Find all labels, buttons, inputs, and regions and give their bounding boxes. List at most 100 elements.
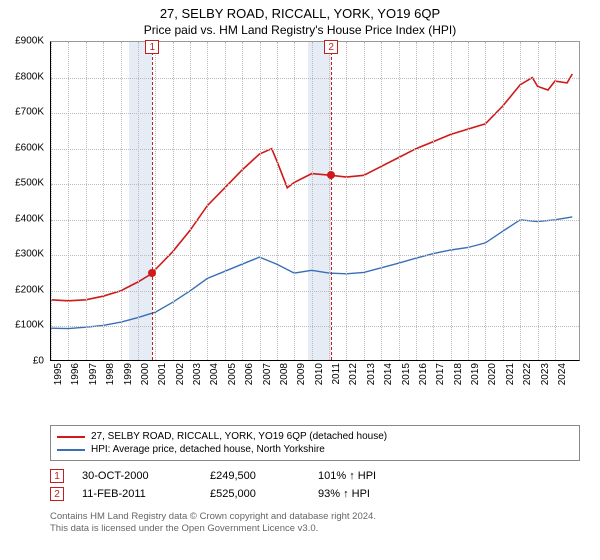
gridline-h <box>51 149 579 150</box>
gridline-h <box>51 255 579 256</box>
x-tick-label: 2024 <box>557 363 568 385</box>
gridline-v <box>503 42 504 360</box>
gridline-v <box>433 42 434 360</box>
gridline-h <box>51 184 579 185</box>
legend-label: 27, SELBY ROAD, RICCALL, YORK, YO19 6QP … <box>91 431 387 442</box>
footnote: Contains HM Land Registry data © Crown c… <box>50 511 580 535</box>
legend-label: HPI: Average price, detached house, Nort… <box>91 444 325 455</box>
x-tick-label: 2013 <box>366 363 377 385</box>
sale-dashed-line <box>152 42 153 360</box>
gridline-v <box>416 42 417 360</box>
x-tick-label: 2010 <box>314 363 325 385</box>
x-tick-label: 2003 <box>192 363 203 385</box>
gridline-v <box>399 42 400 360</box>
x-tick-label: 2017 <box>435 363 446 385</box>
gridline-v <box>485 42 486 360</box>
x-tick-label: 2015 <box>401 363 412 385</box>
gridline-v <box>277 42 278 360</box>
gridline-v <box>312 42 313 360</box>
gridline-h <box>51 78 579 79</box>
x-tick-label: 2002 <box>175 363 186 385</box>
gridline-v <box>555 42 556 360</box>
chart-area: 12 £0£100K£200K£300K£400K£500K£600K£700K… <box>50 41 580 391</box>
x-tick-label: 1997 <box>88 363 99 385</box>
sale-price: £249,500 <box>210 470 300 482</box>
gridline-v <box>329 42 330 360</box>
x-tick-label: 2022 <box>522 363 533 385</box>
sales-table-row: 1 30-OCT-2000 £249,500 101% ↑ HPI <box>50 467 580 485</box>
x-tick-label: 2009 <box>296 363 307 385</box>
x-tick-label: 1999 <box>123 363 134 385</box>
gridline-v <box>173 42 174 360</box>
plot-area: 12 <box>50 41 580 361</box>
page-title: 27, SELBY ROAD, RICCALL, YORK, YO19 6QP <box>0 0 600 21</box>
x-tick-label: 2001 <box>157 363 168 385</box>
sale-date: 30-OCT-2000 <box>82 470 192 482</box>
page-subtitle: Price paid vs. HM Land Registry's House … <box>0 21 600 41</box>
y-tick-label: £700K <box>15 107 44 118</box>
gridline-v <box>207 42 208 360</box>
gridline-v <box>103 42 104 360</box>
sale-index-box: 2 <box>50 487 64 501</box>
gridline-v <box>468 42 469 360</box>
y-tick-label: £800K <box>15 71 44 82</box>
x-tick-label: 2004 <box>209 363 220 385</box>
x-tick-label: 2014 <box>383 363 394 385</box>
footnote-line-2: This data is licensed under the Open Gov… <box>50 523 580 535</box>
sale-price: £525,000 <box>210 488 300 500</box>
gridline-h <box>51 291 579 292</box>
sale-marker: 2 <box>324 40 338 54</box>
gridline-v <box>86 42 87 360</box>
sale-hpi: 93% ↑ HPI <box>318 488 418 500</box>
sale-dot <box>148 269 156 277</box>
footnote-line-1: Contains HM Land Registry data © Crown c… <box>50 511 580 523</box>
gridline-v <box>538 42 539 360</box>
legend-swatch <box>57 436 85 438</box>
x-tick-label: 2020 <box>487 363 498 385</box>
gridline-v <box>346 42 347 360</box>
gridline-h <box>51 220 579 221</box>
gridline-v <box>381 42 382 360</box>
sale-marker: 1 <box>145 40 159 54</box>
sale-dashed-line <box>331 42 332 360</box>
series-svg <box>51 42 581 362</box>
y-tick-label: £900K <box>15 36 44 47</box>
gridline-v <box>242 42 243 360</box>
legend: 27, SELBY ROAD, RICCALL, YORK, YO19 6QP … <box>50 425 580 461</box>
x-tick-label: 2008 <box>279 363 290 385</box>
y-tick-label: £400K <box>15 213 44 224</box>
gridline-v <box>451 42 452 360</box>
x-tick-label: 2011 <box>331 363 342 385</box>
x-tick-label: 1995 <box>53 363 64 385</box>
sale-date: 11-FEB-2011 <box>82 488 192 500</box>
sale-hpi: 101% ↑ HPI <box>318 470 418 482</box>
sale-index-box: 1 <box>50 469 64 483</box>
gridline-v <box>68 42 69 360</box>
gridline-v <box>190 42 191 360</box>
x-tick-label: 2018 <box>453 363 464 385</box>
x-tick-label: 2012 <box>348 363 359 385</box>
x-tick-label: 2006 <box>244 363 255 385</box>
y-tick-label: £100K <box>15 320 44 331</box>
gridline-h <box>51 326 579 327</box>
gridline-v <box>294 42 295 360</box>
gridline-h <box>51 113 579 114</box>
x-tick-label: 1996 <box>70 363 81 385</box>
x-tick-label: 2016 <box>418 363 429 385</box>
y-tick-label: £500K <box>15 178 44 189</box>
gridline-v <box>364 42 365 360</box>
gridline-v <box>121 42 122 360</box>
y-tick-label: £300K <box>15 249 44 260</box>
gridline-v <box>155 42 156 360</box>
legend-swatch <box>57 449 85 451</box>
y-tick-label: £600K <box>15 142 44 153</box>
x-tick-label: 2021 <box>505 363 516 385</box>
x-tick-label: 2005 <box>227 363 238 385</box>
gridline-v <box>225 42 226 360</box>
x-tick-label: 2019 <box>470 363 481 385</box>
sale-dot <box>327 171 335 179</box>
legend-row: 27, SELBY ROAD, RICCALL, YORK, YO19 6QP … <box>57 430 573 443</box>
sales-table: 1 30-OCT-2000 £249,500 101% ↑ HPI 2 11-FEB-20… <box>50 467 580 503</box>
gridline-v <box>51 42 52 360</box>
y-tick-label: £200K <box>15 284 44 295</box>
